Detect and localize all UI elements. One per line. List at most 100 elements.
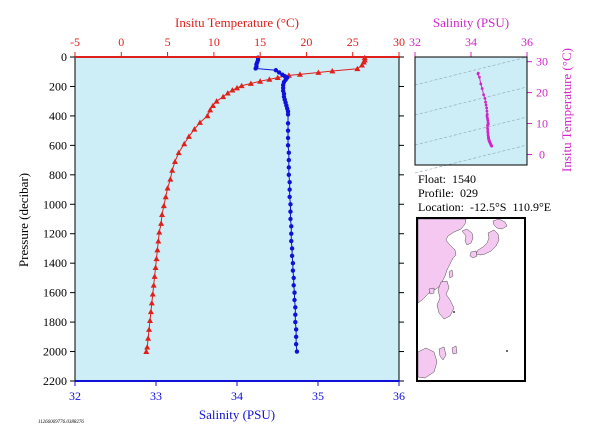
salinity-point: [289, 231, 294, 236]
temperature-point: [147, 308, 154, 315]
pressure-tick-label: 1400: [43, 256, 67, 270]
map-land-korea: [461, 228, 474, 246]
salinity-tick-label: 33: [150, 389, 162, 403]
temperature-point: [151, 273, 158, 279]
salinity-point: [286, 165, 292, 170]
salinity-tick-label: 32: [69, 389, 81, 403]
temperature-point: [358, 62, 365, 68]
temperature-point: [274, 74, 281, 81]
temperature-point: [150, 282, 157, 288]
ts-point: [486, 119, 490, 122]
ts-density-contour: [414, 116, 528, 146]
map-land-taiwan: [448, 269, 454, 279]
ts-plot-area: [415, 57, 527, 165]
salinity-point: [288, 202, 293, 207]
temperature-ticks: -5 0 5 10 15 20 25 30: [70, 35, 405, 57]
temperature-point: [181, 140, 188, 147]
temperature-point: [196, 119, 203, 125]
ts-point: [490, 144, 494, 148]
map-frame: [416, 217, 526, 382]
temperature-tick-label: 10: [208, 35, 220, 49]
ts-density-contour: [414, 86, 528, 116]
temperature-point: [154, 246, 161, 253]
ts-point: [482, 93, 485, 97]
temperature-tick-label: 30: [393, 35, 405, 49]
ts-point: [484, 103, 488, 107]
map-dot: [506, 350, 508, 352]
salinity-tick-label: 36: [393, 389, 405, 403]
salinity-point: [294, 349, 300, 354]
salinity-point: [285, 128, 291, 133]
temperature-point: [257, 78, 264, 84]
main-plot-area: [75, 57, 399, 381]
temperature-point: [160, 202, 167, 209]
salinity-point: [290, 260, 296, 266]
salinity-point: [253, 66, 258, 71]
pressure-axis-title: Pressure (decibar): [16, 173, 31, 267]
salinity-point: [292, 297, 297, 303]
map-dot: [453, 311, 455, 313]
temperature-point: [175, 149, 182, 156]
ts-point: [486, 124, 489, 128]
temperature-point: [145, 335, 152, 341]
salinity-point: [287, 194, 292, 200]
temperature-point: [158, 220, 165, 226]
pressure-tick-label: 200: [49, 79, 67, 93]
salinity-point: [285, 143, 291, 148]
ts-series: [476, 71, 494, 148]
salinity-point: [291, 283, 296, 288]
map-land-sulawesi: [438, 346, 447, 361]
ts-point: [484, 100, 487, 104]
salinity-point: [293, 341, 299, 347]
temperature-point: [315, 69, 322, 75]
salinity-point: [293, 312, 298, 317]
ts-point: [480, 87, 484, 90]
ts-density-contours: [414, 56, 528, 174]
temperature-point: [266, 76, 273, 82]
temperature-series: [143, 54, 368, 354]
temperature-point: [146, 326, 153, 332]
map-land-philippines: [436, 280, 455, 320]
temperature-tick-label: 5: [165, 35, 171, 49]
salinity-series: [253, 55, 300, 354]
temperature-point: [169, 167, 176, 173]
temperature-point: [153, 255, 160, 262]
temperature-point: [238, 82, 245, 89]
pressure-tick-label: 1200: [43, 227, 67, 241]
pressure-tick-label: 1600: [43, 286, 67, 300]
pressure-ticks: 0 200 400 600 800 1000 1200 1400 1600 1800 2000 220…: [43, 50, 404, 388]
map-land-borneo: [417, 347, 438, 379]
ts-point: [476, 72, 480, 76]
pressure-tick-label: 1800: [43, 315, 67, 329]
salinity-point: [286, 150, 292, 155]
map-land-hainan: [428, 287, 435, 295]
temperature-point: [213, 98, 220, 104]
pressure-tick-label: 2000: [43, 345, 67, 359]
temperature-point: [329, 67, 336, 74]
salinity-point: [287, 187, 292, 192]
ts-temperature-tick-label: 20: [536, 86, 548, 100]
ts-salinity-axis-title: Salinity (PSU): [433, 15, 509, 30]
salinity-point: [285, 112, 291, 117]
salinity-point: [293, 327, 299, 332]
temperature-point: [171, 158, 178, 164]
temperature-point: [155, 238, 162, 244]
ts-temperature-tick-label: 10: [536, 117, 548, 131]
temperature-point: [224, 90, 231, 96]
pressure-tick-label: 2200: [43, 374, 67, 388]
temperature-tick-label: 20: [300, 35, 312, 49]
temperature-point: [191, 126, 198, 132]
salinity-point: [293, 334, 299, 340]
map-land-japan-hokkaido: [492, 218, 508, 230]
salinity-point: [288, 216, 293, 222]
temperature-point: [204, 112, 211, 119]
temperature-point: [164, 185, 171, 191]
salinity-tick-label: 34: [231, 389, 243, 403]
ts-salinity-tick-label: 32: [409, 35, 421, 49]
temperature-point: [209, 102, 216, 108]
salinity-point: [276, 70, 282, 75]
ts-temperature-tick-label: 30: [536, 55, 548, 69]
salinity-point: [286, 172, 292, 178]
temperature-point: [162, 193, 169, 200]
location-map: [416, 217, 526, 382]
